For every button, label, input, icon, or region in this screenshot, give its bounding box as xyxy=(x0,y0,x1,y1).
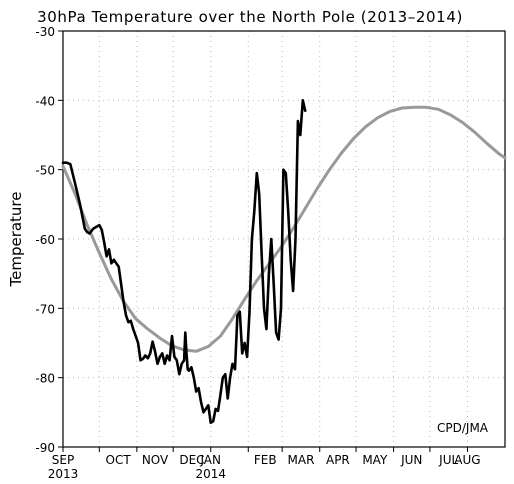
x-tick-label: MAR xyxy=(288,453,315,467)
y-axis-ticks: -90 -80 -70 -60 -50 -40 -30 xyxy=(35,25,63,455)
climatology-line xyxy=(61,105,507,353)
x-tick-label: NOV xyxy=(142,453,169,467)
x-tick-label: APR xyxy=(326,453,350,467)
x-tick-label: DEC xyxy=(179,453,204,467)
y-tick-label: -60 xyxy=(35,233,55,247)
x-tick-label: OCT xyxy=(106,453,132,467)
chart-title: 30hPa Temperature over the North Pole (2… xyxy=(37,8,463,26)
y-tick-label: -50 xyxy=(35,164,55,178)
y-tick-label: -40 xyxy=(35,94,55,108)
x-tick-year-label: 2014 xyxy=(195,467,226,481)
y-tick-label: -80 xyxy=(35,372,55,386)
x-tick-label: SEP xyxy=(52,453,74,467)
x-tick-label: MAY xyxy=(362,453,388,467)
y-tick-label: -90 xyxy=(35,441,55,455)
grid-lines xyxy=(63,31,505,447)
y-tick-label: -30 xyxy=(35,25,55,39)
x-tick-label: FEB xyxy=(254,453,277,467)
x-tick-label: JAN xyxy=(199,453,221,467)
y-axis-label: Temperature xyxy=(7,191,25,287)
series-lines xyxy=(61,99,507,425)
x-tick-label: JUN xyxy=(400,453,422,467)
x-tick-year-label: 2013 xyxy=(48,467,79,481)
credit-label: CPD/JMA xyxy=(437,421,489,435)
x-tick-label: AUG xyxy=(454,453,480,467)
y-tick-label: -70 xyxy=(35,302,55,316)
x-tick-label: JUL xyxy=(438,453,458,467)
observed-temperature-line xyxy=(61,99,307,425)
